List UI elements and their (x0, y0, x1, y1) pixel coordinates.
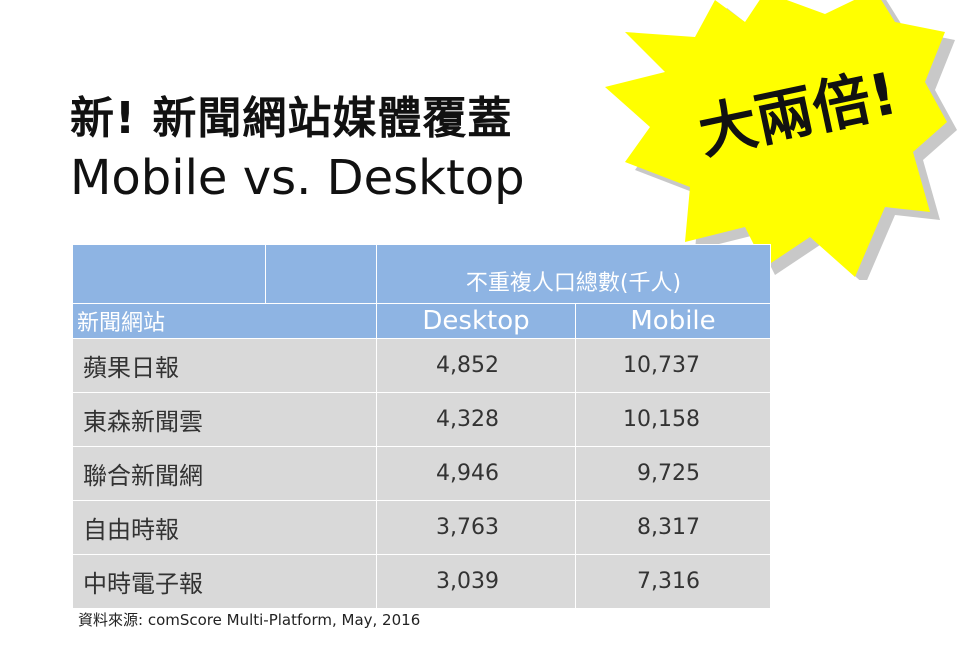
page-title-line2: Mobile vs. Desktop (70, 150, 525, 206)
table-row: 聯合新聞網 4,946 9,725 (72, 446, 772, 501)
site-name: 聯合新聞網 (72, 446, 377, 501)
table-header-row-1: 不重複人口總數(千人) (72, 244, 772, 304)
starburst-shape (605, 0, 957, 280)
table-header-row-2: 新聞網站 Desktop Mobile (72, 303, 772, 339)
column-header-desktop: Desktop (376, 303, 576, 339)
mobile-value: 8,317 (574, 500, 772, 555)
starburst-fill (605, 0, 947, 277)
site-name: 中時電子報 (72, 554, 377, 609)
mobile-value: 10,737 (574, 338, 772, 393)
mobile-value: 7,316 (574, 554, 772, 609)
site-name: 蘋果日報 (72, 338, 377, 393)
data-table: 不重複人口總數(千人) 新聞網站 Desktop Mobile 蘋果日報 4,8… (72, 244, 772, 609)
table-row: 東森新聞雲 4,328 10,158 (72, 392, 772, 447)
table-row: 中時電子報 3,039 7,316 (72, 554, 772, 609)
desktop-value: 4,946 (376, 446, 576, 501)
desktop-value: 4,852 (376, 338, 576, 393)
table-row: 蘋果日報 4,852 10,737 (72, 338, 772, 393)
starburst-callout (605, 0, 960, 280)
column-header-site: 新聞網站 (72, 303, 377, 339)
page-title-line1: 新! 新聞網站媒體覆蓋 (70, 93, 513, 144)
desktop-value: 4,328 (376, 392, 576, 447)
desktop-value: 3,039 (376, 554, 576, 609)
mobile-value: 10,158 (574, 392, 772, 447)
source-note: 資料來源: comScore Multi-Platform, May, 2016 (78, 611, 421, 629)
mobile-value: 9,725 (574, 446, 772, 501)
site-name: 東森新聞雲 (72, 392, 377, 447)
desktop-value: 3,763 (376, 500, 576, 555)
header-empty-cell-1 (72, 244, 266, 304)
site-name: 自由時報 (72, 500, 377, 555)
group-header: 不重複人口總數(千人) (375, 244, 772, 304)
table-row: 自由時報 3,763 8,317 (72, 500, 772, 555)
column-header-mobile: Mobile (574, 303, 772, 339)
header-empty-cell-2 (265, 244, 377, 304)
